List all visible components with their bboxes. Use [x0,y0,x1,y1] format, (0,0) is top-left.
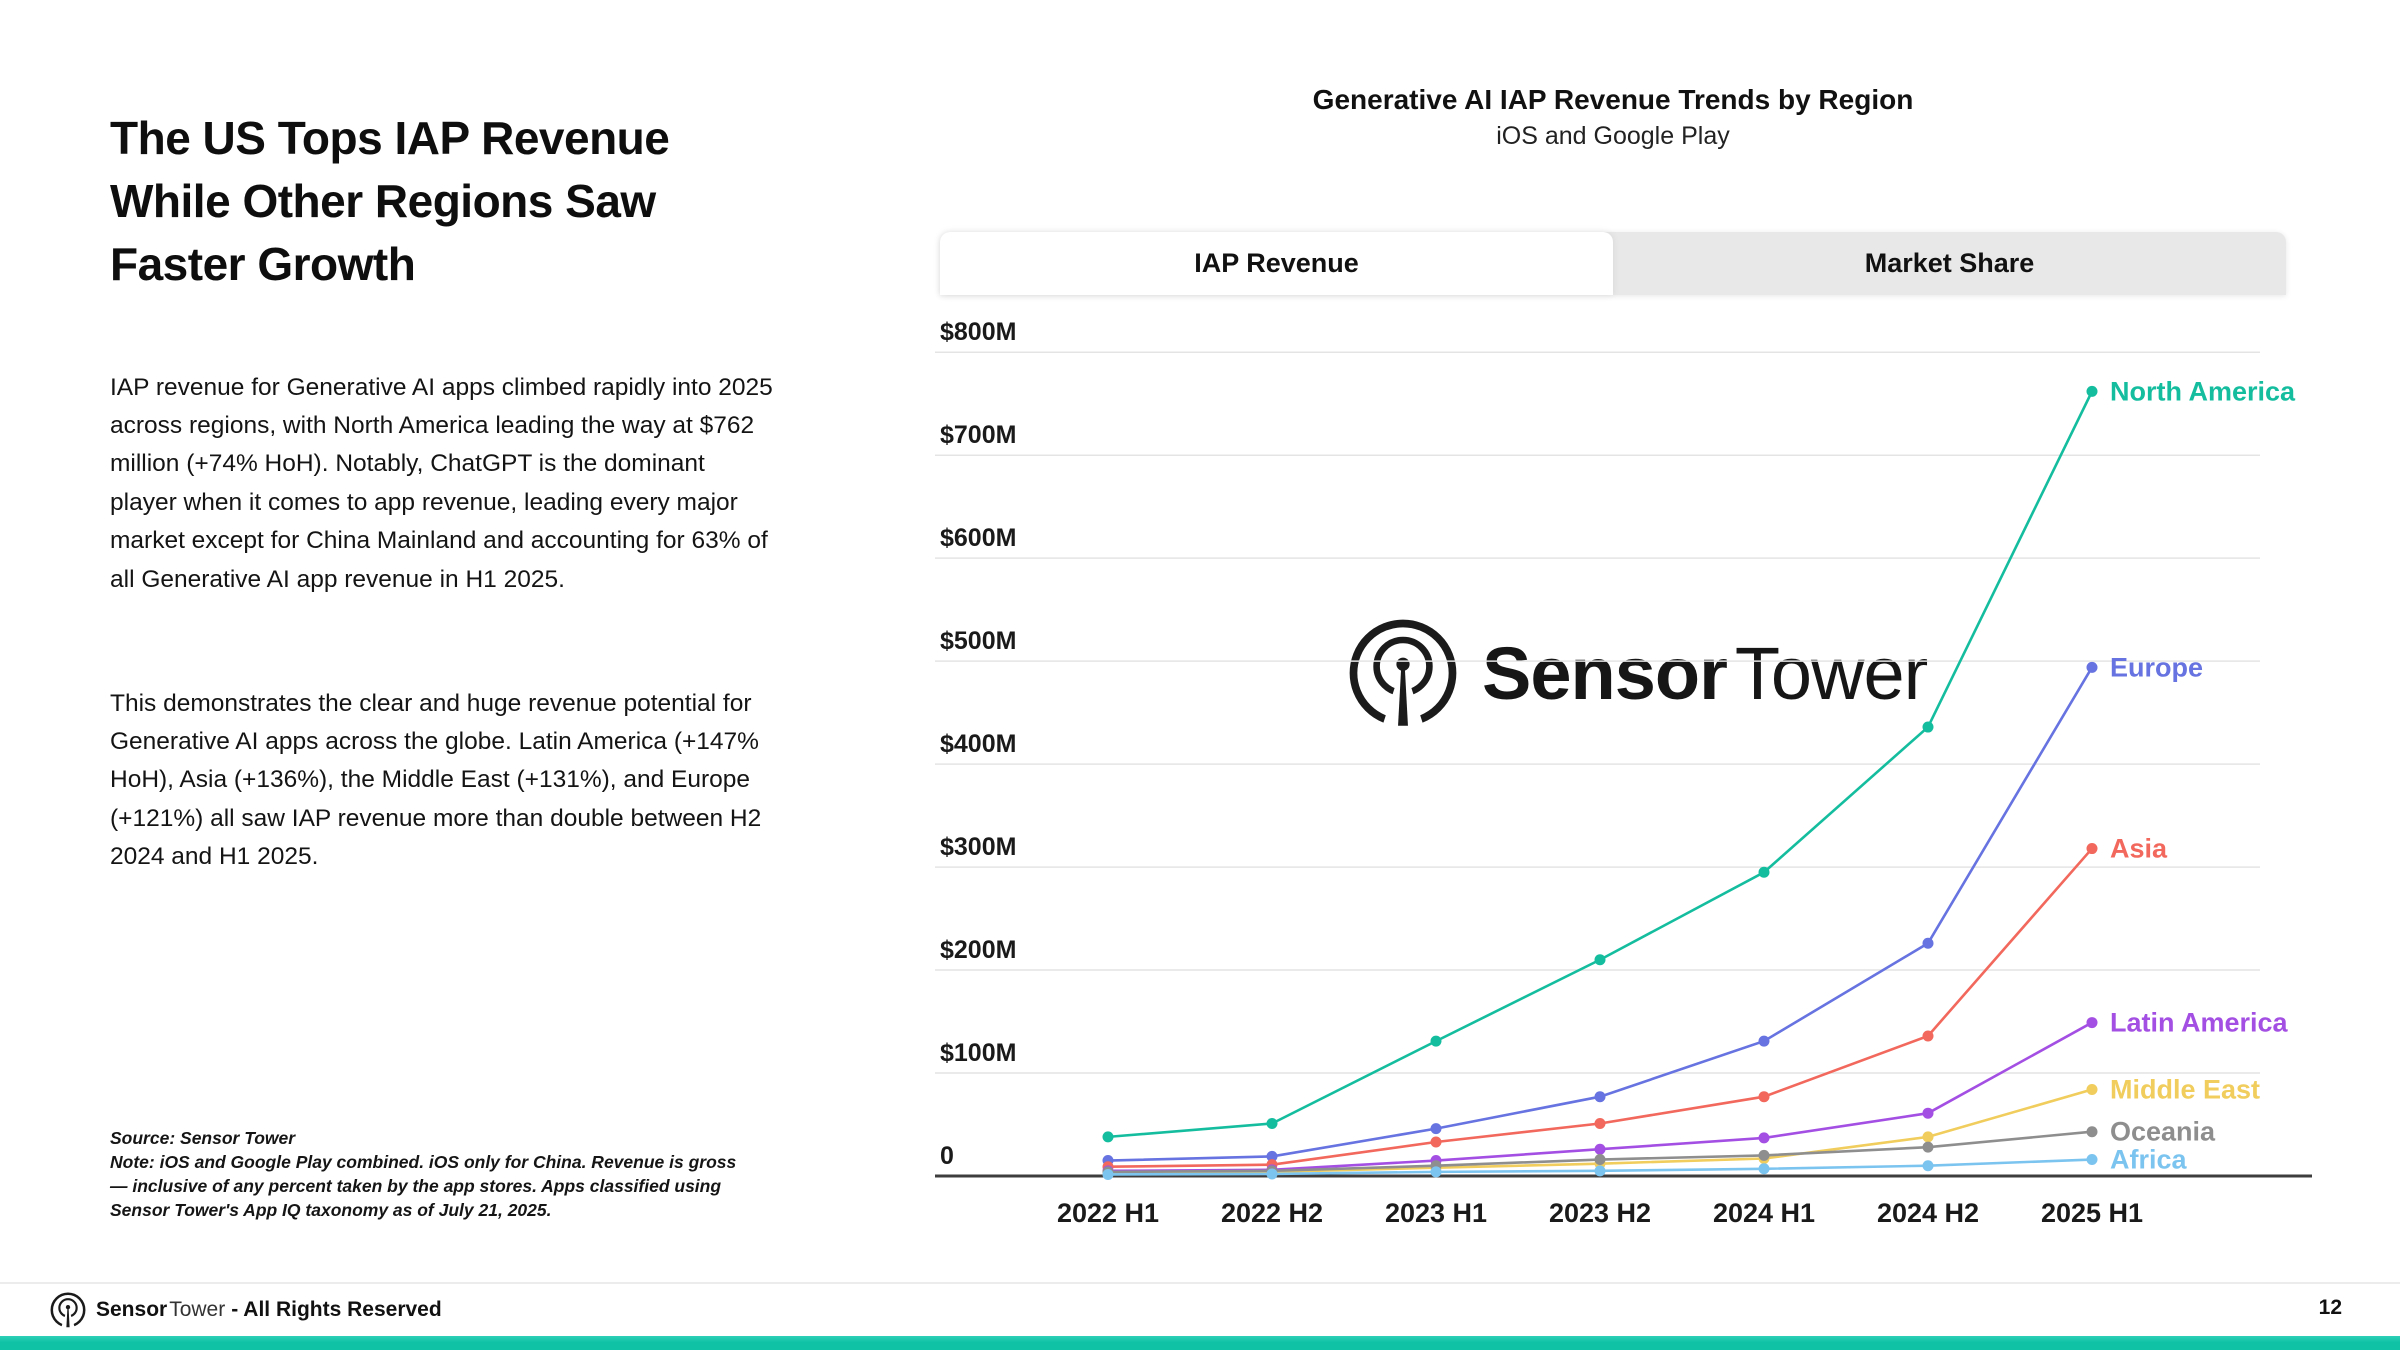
x-tick-label: 2023 H1 [1385,1198,1487,1228]
y-tick-label: $300M [940,833,1016,861]
sensor-tower-logo-icon [1349,619,1457,728]
chart-subtitle: iOS and Google Play [1496,122,1730,150]
series-point-africa [2086,1154,2098,1166]
page-number: 12 [2318,1296,2342,1319]
series-point-africa [1430,1166,1442,1178]
series-point-asia [1594,1117,1606,1129]
series-point-oceania [1594,1154,1606,1166]
slide-title: The US Tops IAP Revenue While Other Regi… [110,111,670,290]
footer-rights: - All Rights Reserved [231,1298,442,1321]
source-note: Source: Sensor Tower Note: iOS and Googl… [110,1126,738,1223]
revenue-line-chart: 0 $100M $200M $300M $400M $500M $600M $700M $800… [935,318,2312,1228]
series-point-europe [1430,1123,1442,1135]
series-point-north-america [1430,1035,1442,1047]
series-point-europe [2086,661,2098,673]
watermark-brand-regular: Tower [1734,631,1928,715]
series-point-latin-america [1594,1143,1606,1155]
x-tick-label: 2025 H1 [2041,1198,2143,1228]
series-end-label-oceania: Oceania [2110,1117,2216,1147]
y-tick-label: 0 [940,1142,954,1170]
tab-market-share[interactable]: Market Share [1864,248,2035,278]
series-point-oceania [1922,1141,1934,1153]
x-tick-label: 2024 H2 [1877,1198,1979,1228]
y-tick-label: $500M [940,627,1016,655]
footer-text: SensorTower - All Rights Reserved [96,1298,442,1322]
series-point-europe [1922,937,1934,949]
series-point-europe [1594,1091,1606,1103]
y-tick-label: $400M [940,730,1016,758]
y-tick-label: $600M [940,524,1016,552]
series-point-africa [1594,1165,1606,1177]
series-point-asia [1430,1136,1442,1148]
x-tick-label: 2024 H1 [1713,1198,1815,1228]
y-tick-label: $100M [940,1039,1016,1067]
footer: SensorTower - All Rights Reserved [50,1290,442,1330]
y-tick-label: $800M [940,318,1016,346]
series-point-latin-america [2086,1017,2098,1029]
series-end-label-asia: Asia [2110,834,2168,864]
series-point-north-america [1758,866,1770,878]
series-point-oceania [1758,1149,1770,1161]
footer-brand-bold: Sensor [96,1298,168,1321]
series-point-africa [1758,1163,1770,1175]
series-point-africa [1266,1168,1278,1180]
series-point-africa [1102,1168,1114,1180]
series-end-label-europe: Europe [2110,652,2203,682]
series-point-latin-america [1922,1107,1934,1119]
series-point-oceania [2086,1126,2098,1138]
footer-divider [0,1282,2400,1284]
x-tick-label: 2022 H2 [1221,1198,1323,1228]
footer-brand-regular: Tower [169,1298,226,1321]
chart-tabbar: IAP Revenue Market Share [940,232,2286,295]
bottom-accent-bar [0,1336,2400,1350]
series-point-asia [2086,843,2098,855]
x-tick-label: 2022 H1 [1057,1198,1159,1228]
series-line-europe [1107,666,2094,1162]
tab-iap-revenue[interactable]: IAP Revenue [940,232,1613,295]
body-paragraph-2: This demonstrates the clear and huge rev… [110,689,762,871]
series-point-latin-america [1758,1132,1770,1144]
series-end-label-middle-east: Middle East [2110,1075,2260,1105]
series-point-north-america [2086,385,2098,397]
series-point-europe [1758,1035,1770,1047]
series-point-asia [1922,1030,1934,1042]
x-tick-label: 2023 H2 [1549,1198,1651,1228]
chart-title: Generative AI IAP Revenue Trends by Regi… [1312,84,1914,115]
body-paragraph-1: IAP revenue for Generative AI apps climb… [110,373,773,593]
series-end-label-africa: Africa [2110,1145,2188,1175]
series-point-europe [1266,1150,1278,1162]
series-point-asia [1758,1091,1770,1103]
series-point-north-america [1102,1131,1114,1143]
note-line: Note: iOS and Google Play combined. iOS … [110,1152,737,1221]
series-point-north-america [1594,954,1606,966]
footer-logo-icon [50,1292,86,1328]
watermark-wordmark: Sensor Tower [1482,631,1928,716]
sensor-tower-watermark: Sensor Tower [1348,618,1928,728]
source-line: Source: Sensor Tower [110,1128,296,1148]
series-point-middle-east [1922,1131,1934,1143]
series-end-label-north-america: North America [2110,376,2296,406]
series-point-north-america [1922,721,1934,733]
watermark-brand-bold: Sensor [1482,631,1728,715]
series-end-label-latin-america: Latin America [2110,1008,2289,1038]
series-point-north-america [1266,1117,1278,1129]
y-tick-label: $200M [940,936,1016,964]
series-point-africa [1922,1160,1934,1172]
y-tick-label: $700M [940,421,1016,449]
series-point-middle-east [2086,1084,2098,1096]
